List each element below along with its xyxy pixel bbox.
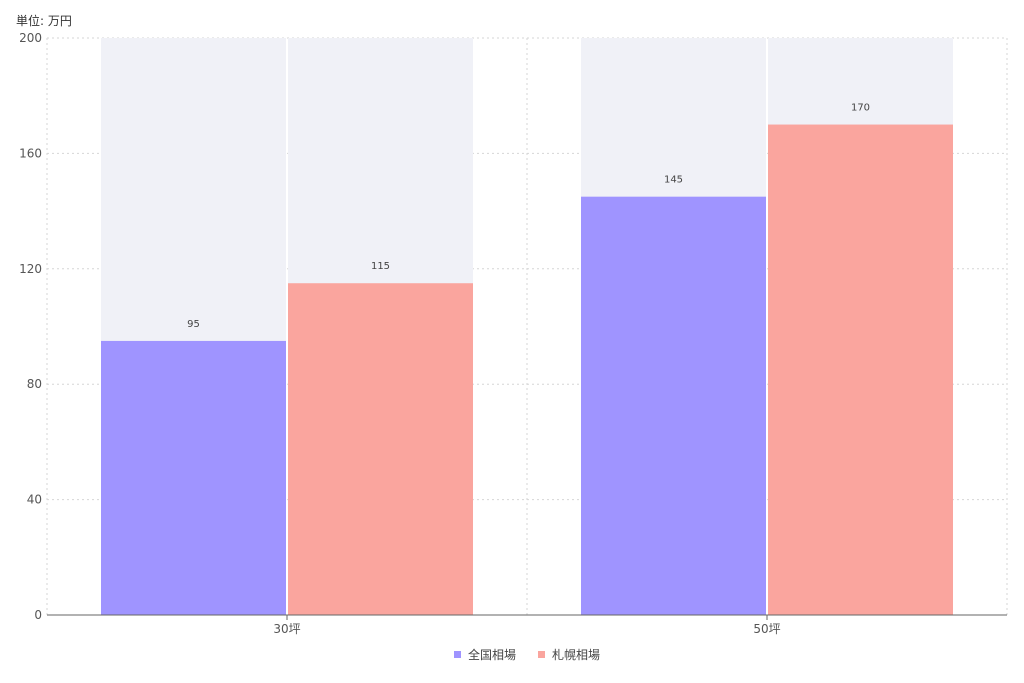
y-unit-label: 単位: 万円 <box>16 13 72 28</box>
y-tick-label: 0 <box>34 608 42 622</box>
legend-label: 札幌相場 <box>552 647 600 662</box>
bar <box>288 283 473 615</box>
x-tick-label: 30坪 <box>273 622 300 636</box>
bars <box>101 124 953 616</box>
legend-item[interactable]: 全国相場 <box>454 647 516 662</box>
y-tick-label: 120 <box>19 262 42 276</box>
y-tick-label: 40 <box>27 493 42 507</box>
legend[interactable]: 全国相場 札幌相場 <box>454 647 600 662</box>
legend-label: 全国相場 <box>468 647 516 662</box>
y-tick-label: 160 <box>19 146 42 160</box>
legend-swatch <box>454 651 461 658</box>
legend-item[interactable]: 札幌相場 <box>538 647 600 662</box>
data-label: 170 <box>851 103 870 114</box>
data-label: 95 <box>187 319 200 330</box>
data-labels: 95 115 145 170 <box>187 103 870 330</box>
data-label: 145 <box>664 175 683 186</box>
bar <box>581 196 766 616</box>
y-tick-label: 80 <box>27 377 42 391</box>
bar <box>101 340 286 615</box>
data-label: 115 <box>371 261 390 272</box>
x-tick-label: 50坪 <box>753 622 780 636</box>
axes: 0 40 80 120 160 200 30坪 50坪 <box>19 31 1007 636</box>
y-tick-label: 200 <box>19 31 42 45</box>
bar <box>768 124 953 616</box>
legend-swatch <box>538 651 545 658</box>
